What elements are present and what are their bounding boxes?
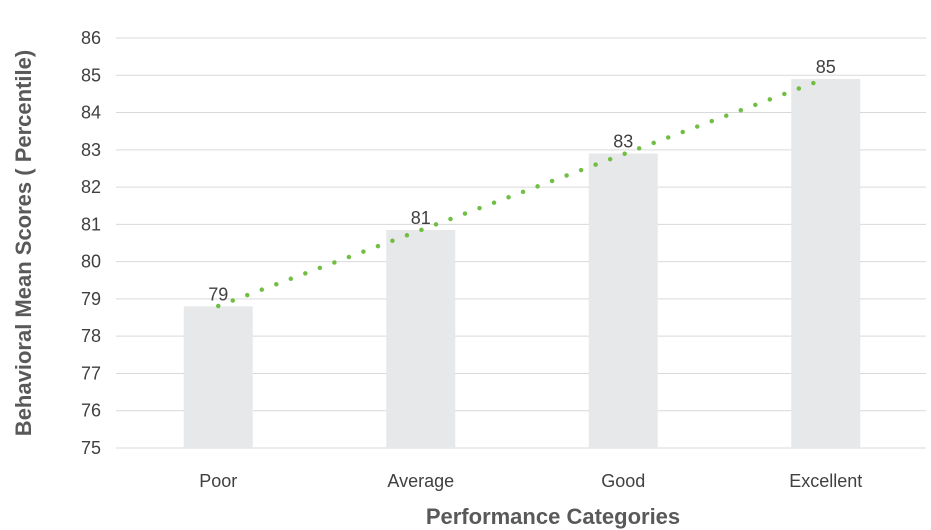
bar-good [588, 153, 658, 448]
y-axis-ticks: 75 76 77 78 79 80 81 82 83 84 85 86 [81, 28, 101, 458]
bar-poor [183, 306, 253, 448]
data-labels: 79 81 83 85 [208, 57, 836, 304]
x-category-label: Excellent [789, 471, 862, 491]
data-label: 81 [411, 208, 431, 228]
y-tick-label: 80 [81, 252, 101, 272]
x-category-label: Average [387, 471, 454, 491]
y-tick-label: 75 [81, 438, 101, 458]
trendline-path [216, 76, 828, 309]
y-tick-label: 78 [81, 326, 101, 346]
y-tick-label: 86 [81, 28, 101, 48]
y-tick-label: 83 [81, 140, 101, 160]
y-tick-label: 77 [81, 363, 101, 383]
trendline [216, 76, 828, 309]
bar-excellent [791, 79, 861, 448]
y-tick-label: 85 [81, 65, 101, 85]
x-category-label: Good [601, 471, 645, 491]
data-label: 83 [613, 132, 633, 152]
x-category-label: Poor [199, 471, 237, 491]
y-tick-label: 81 [81, 214, 101, 234]
bars [183, 79, 861, 448]
bar-average [386, 229, 456, 448]
y-tick-label: 82 [81, 177, 101, 197]
y-axis-title: Behavioral Mean Scores ( Percentile) [11, 50, 36, 436]
y-tick-label: 76 [81, 401, 101, 421]
data-label: 79 [208, 284, 228, 304]
x-axis-title: Performance Categories [426, 504, 680, 529]
x-axis-categories: Poor Average Good Excellent [199, 471, 862, 491]
y-tick-label: 79 [81, 289, 101, 309]
y-tick-label: 84 [81, 103, 101, 123]
data-label: 85 [816, 57, 836, 77]
